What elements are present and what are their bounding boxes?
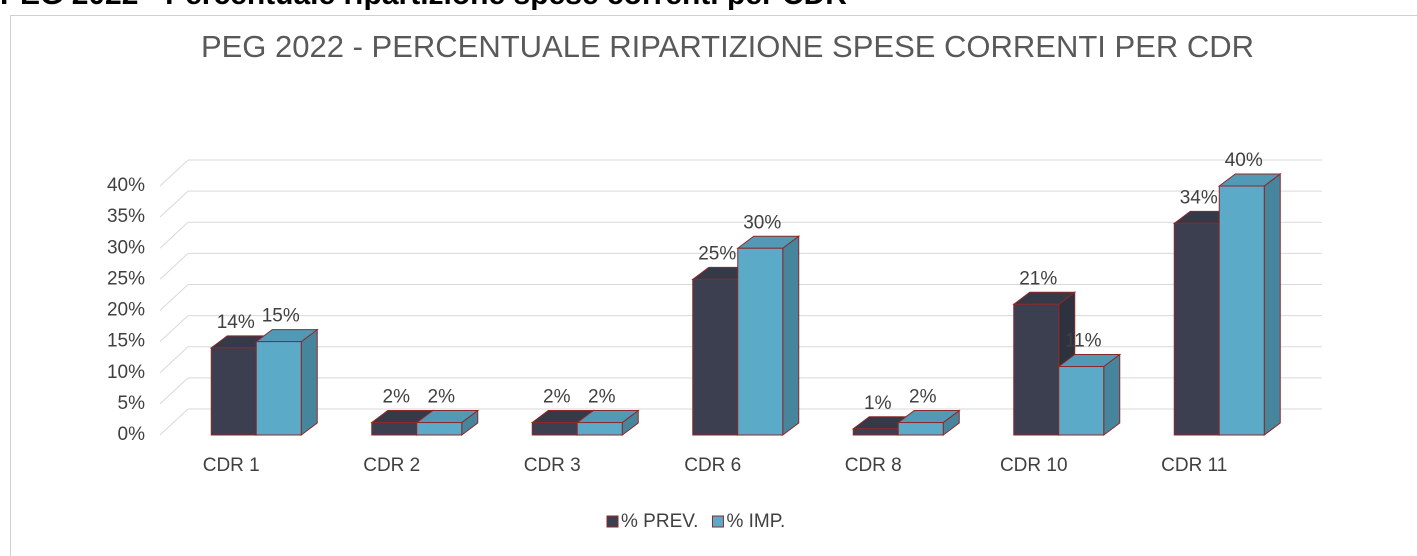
grid-depth	[159, 253, 189, 280]
x-tick-label: CDR 8	[845, 455, 902, 476]
bar	[692, 278, 739, 436]
data-label: 2%	[909, 387, 937, 408]
bar	[1013, 303, 1060, 436]
grid-depth	[159, 315, 189, 342]
grid-depth	[159, 159, 189, 187]
y-tick-label: 40%	[107, 175, 145, 196]
grid-depth	[159, 408, 189, 436]
data-label: 2%	[428, 387, 456, 408]
y-tick-label: 35%	[107, 206, 145, 227]
x-tick-label: CDR 6	[684, 455, 741, 476]
legend-label: % PREV.	[621, 511, 698, 532]
bar	[1218, 185, 1265, 436]
data-label: 21%	[1019, 268, 1057, 289]
y-tick-label: 10%	[107, 362, 145, 383]
legend-swatch	[606, 515, 619, 528]
grid-depth	[159, 190, 189, 218]
chart-title: PEG 2022 - PERCENTUALE RIPARTIZIONE SPES…	[200, 29, 1255, 64]
y-tick-label: 30%	[107, 237, 145, 258]
data-label: 1%	[864, 393, 892, 414]
x-tick-label: CDR 3	[524, 455, 581, 476]
y-tick-label: 20%	[107, 300, 145, 321]
x-tick-label: CDR 10	[1000, 455, 1068, 476]
legend-swatch	[711, 515, 724, 528]
bar	[210, 347, 257, 436]
data-label: 2%	[588, 387, 616, 408]
data-label: 2%	[383, 387, 411, 408]
heading: PEG 2022 - Percentuale ripartizione spes…	[0, 0, 847, 12]
x-tick-label: CDR 1	[203, 455, 260, 476]
bar	[255, 341, 302, 436]
bar	[852, 428, 899, 436]
data-label: 30%	[743, 212, 781, 233]
bar-side	[300, 328, 318, 436]
bar	[737, 247, 784, 436]
bar	[371, 422, 418, 436]
bar	[1173, 222, 1220, 436]
data-label: 2%	[543, 387, 571, 408]
chart-frame	[10, 15, 1417, 556]
y-tick-label: 25%	[107, 268, 145, 289]
bar-side	[782, 235, 800, 436]
data-label: 15%	[262, 306, 300, 327]
data-label: 14%	[217, 312, 255, 333]
grid-depth	[159, 377, 189, 405]
y-tick-label: 15%	[107, 331, 145, 352]
bar	[576, 422, 623, 436]
bar-side	[1103, 353, 1121, 436]
data-label: 40%	[1225, 150, 1263, 171]
grid-depth	[159, 221, 189, 249]
grid-depth	[159, 346, 189, 374]
x-tick-label: CDR 2	[363, 455, 420, 476]
x-tick-label: CDR 11	[1161, 455, 1227, 476]
y-tick-label: 5%	[118, 393, 146, 414]
data-label: 25%	[698, 243, 736, 264]
bar	[897, 422, 944, 436]
data-label: 34%	[1180, 187, 1218, 208]
bar	[531, 422, 578, 436]
bar-side	[1263, 173, 1281, 436]
grid-depth	[159, 284, 189, 311]
bar	[416, 422, 463, 436]
data-label: 11%	[1065, 331, 1102, 352]
legend-label: % IMP.	[726, 511, 785, 532]
bar	[1058, 366, 1105, 436]
y-tick-label: 0%	[118, 424, 146, 445]
